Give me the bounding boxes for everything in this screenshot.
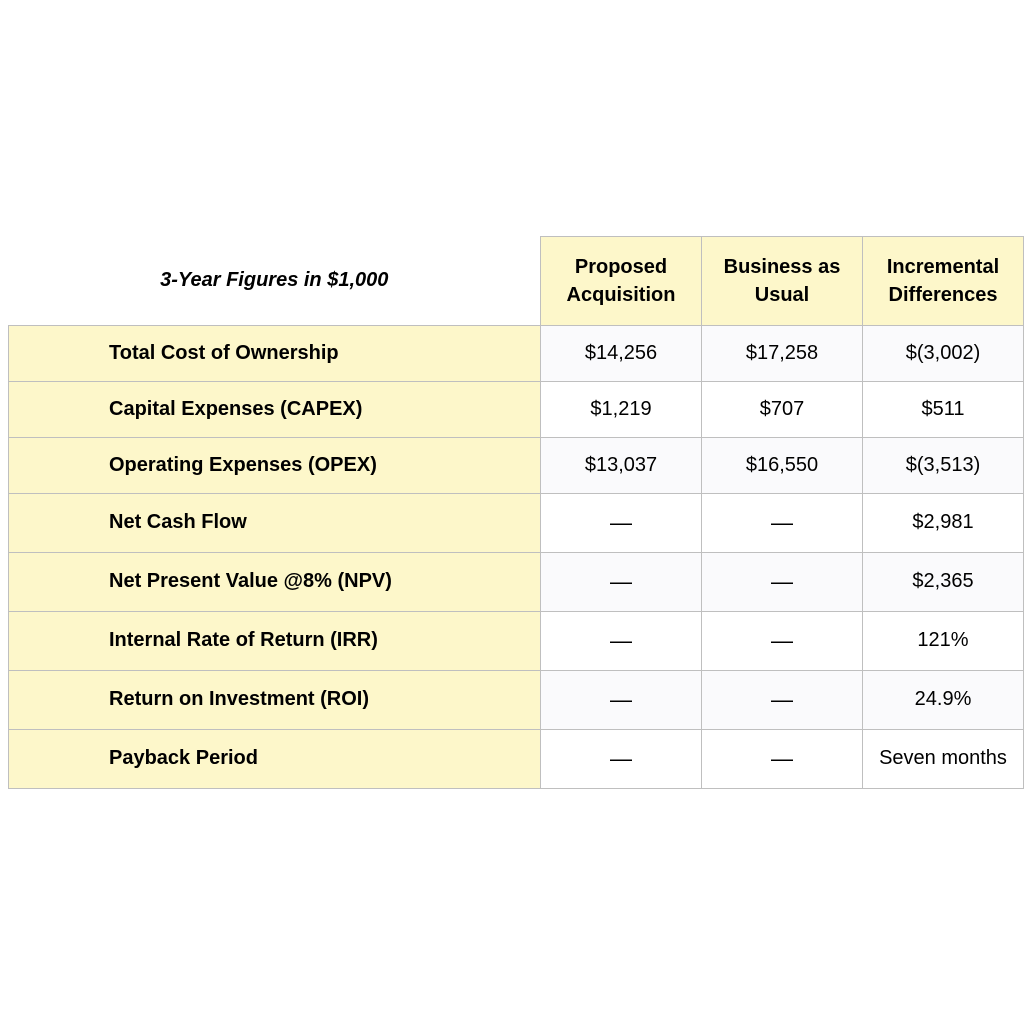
data-cell: $(3,002) [863,325,1024,381]
table-title: 3-Year Figures in $1,000 [9,236,541,325]
table-row: Total Cost of Ownership $14,256 $17,258 … [9,325,1024,381]
table-row: Return on Investment (ROI) — — 24.9% [9,670,1024,729]
data-cell: $13,037 [541,437,702,493]
table-row: Capital Expenses (CAPEX) $1,219 $707 $51… [9,381,1024,437]
row-label: Return on Investment (ROI) [9,670,541,729]
row-label: Net Present Value @8% (NPV) [9,552,541,611]
column-header-business-as-usual: Business as Usual [702,236,863,325]
data-cell: Seven months [863,729,1024,788]
row-label: Payback Period [9,729,541,788]
data-cell: $16,550 [702,437,863,493]
data-cell: — [541,493,702,552]
data-cell: — [702,729,863,788]
data-cell: $707 [702,381,863,437]
table-row: Internal Rate of Return (IRR) — — 121% [9,611,1024,670]
table-row: Net Present Value @8% (NPV) — — $2,365 [9,552,1024,611]
data-cell: — [702,552,863,611]
table-row: Operating Expenses (OPEX) $13,037 $16,55… [9,437,1024,493]
table-row: Net Cash Flow — — $2,981 [9,493,1024,552]
table-row: Payback Period — — Seven months [9,729,1024,788]
row-label: Internal Rate of Return (IRR) [9,611,541,670]
data-cell: 121% [863,611,1024,670]
data-cell: — [541,552,702,611]
data-cell: — [541,670,702,729]
data-cell: 24.9% [863,670,1024,729]
row-label: Capital Expenses (CAPEX) [9,381,541,437]
data-cell: $14,256 [541,325,702,381]
column-header-incremental: Incremental Differences [863,236,1024,325]
data-cell: $1,219 [541,381,702,437]
data-cell: $511 [863,381,1024,437]
data-cell: $(3,513) [863,437,1024,493]
row-label: Total Cost of Ownership [9,325,541,381]
table-header-row: 3-Year Figures in $1,000 Proposed Acquis… [9,236,1024,325]
data-cell: — [541,611,702,670]
financial-comparison-table: 3-Year Figures in $1,000 Proposed Acquis… [4,236,1020,789]
column-header-proposed: Proposed Acquisition [541,236,702,325]
data-cell: — [702,670,863,729]
data-cell: — [702,493,863,552]
table: 3-Year Figures in $1,000 Proposed Acquis… [8,236,1024,789]
data-cell: — [541,729,702,788]
row-label: Operating Expenses (OPEX) [9,437,541,493]
data-cell: $17,258 [702,325,863,381]
data-cell: — [702,611,863,670]
data-cell: $2,981 [863,493,1024,552]
data-cell: $2,365 [863,552,1024,611]
row-label: Net Cash Flow [9,493,541,552]
table-body: Total Cost of Ownership $14,256 $17,258 … [9,325,1024,788]
